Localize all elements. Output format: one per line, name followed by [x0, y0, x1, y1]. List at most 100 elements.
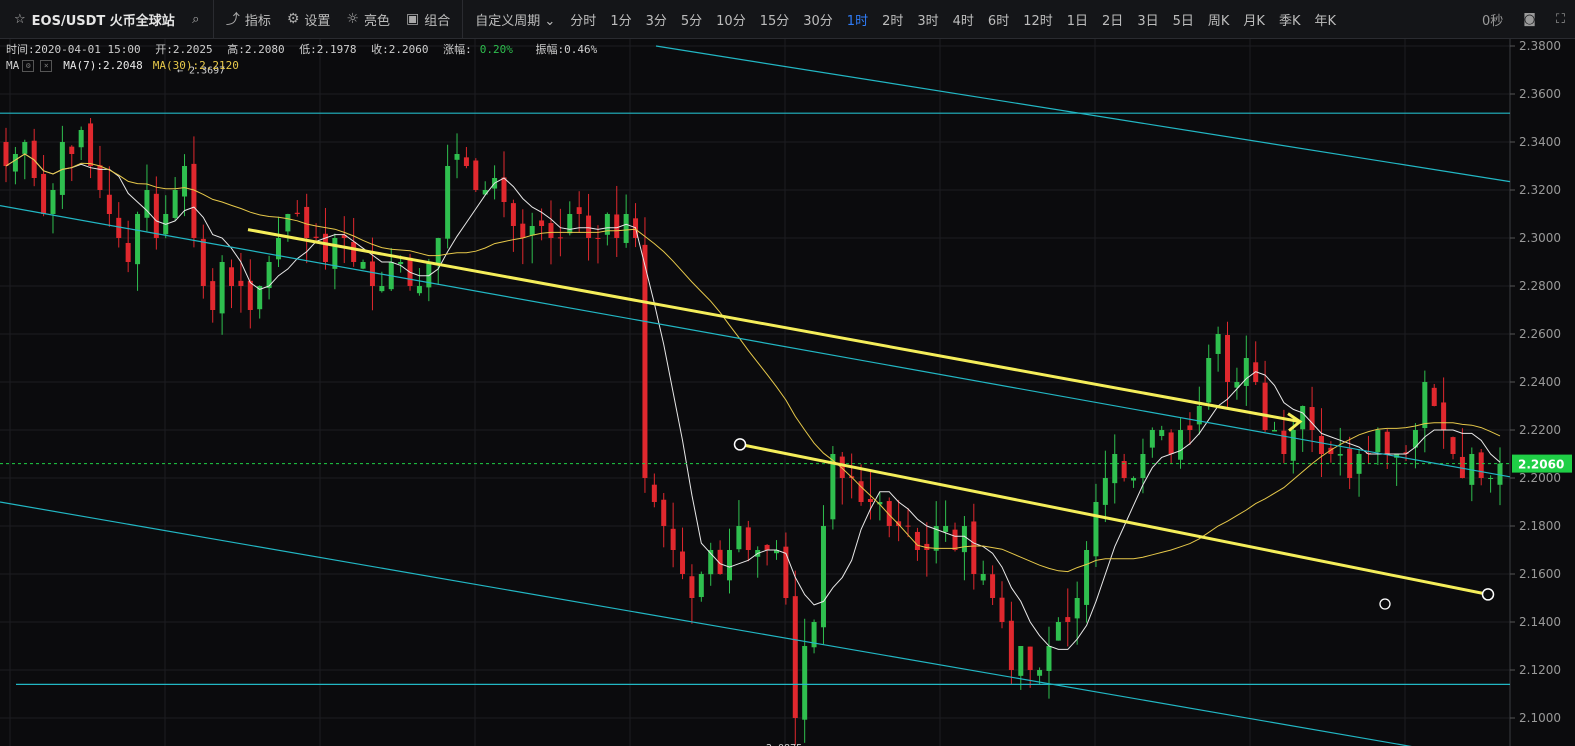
period-tab[interactable]: 分时 — [570, 13, 597, 29]
period-tab[interactable]: 季K — [1278, 13, 1301, 29]
max-price-label: ← 2.3697 — [177, 66, 225, 77]
candle-body — [1243, 358, 1249, 386]
period-tab[interactable]: 2日 — [1102, 13, 1124, 29]
last-price-tag — [1512, 454, 1572, 473]
theme-label: 亮色 — [363, 13, 390, 29]
y-tick-label: 2.3400 — [1519, 135, 1561, 149]
candle-body — [22, 142, 28, 154]
candle-body — [773, 550, 779, 554]
toolbar: ☆ EOS/USDT 火币全球站 ⌕ ⤴ 指标 ⚙ 设置 ☼ 亮色 ▣ 组合 自定义周期… — [0, 0, 1575, 39]
last-price-label: 2.2060 — [1518, 458, 1564, 472]
candle-body — [642, 244, 648, 478]
period-tab[interactable]: 周K — [1207, 13, 1230, 29]
layout-button[interactable]: ▣ 组合 — [398, 0, 458, 38]
period-tab[interactable]: 12时 — [1023, 13, 1053, 29]
period-tab[interactable]: 1时 — [846, 13, 869, 29]
y-tick-label: 2.2000 — [1519, 471, 1561, 485]
candle-body — [97, 165, 103, 190]
candle-body — [576, 207, 582, 214]
star-icon[interactable]: ☆ — [14, 11, 26, 27]
candle-body — [1055, 622, 1061, 641]
candle-body — [12, 154, 18, 172]
candle-body — [1300, 406, 1306, 430]
info-change-label: 涨幅: — [443, 43, 472, 56]
candle-body — [285, 214, 291, 232]
candle-body — [623, 214, 629, 243]
candle-body — [1149, 430, 1155, 448]
candle-body — [651, 484, 657, 502]
candle-body — [961, 526, 967, 553]
period-tab[interactable]: 15分 — [759, 13, 790, 29]
search-icon[interactable]: ⌕ — [192, 11, 200, 27]
candle-body — [1375, 430, 1381, 453]
toolbar-right: 0秒 ◙ ⛶ — [1472, 0, 1575, 38]
candle-body — [802, 646, 808, 720]
layout-label: 组合 — [424, 13, 451, 29]
settings-button[interactable]: ⚙ 设置 — [279, 0, 339, 38]
divider — [462, 0, 464, 38]
period-tab[interactable]: 10分 — [716, 13, 746, 29]
period-tab[interactable]: 5分 — [680, 13, 703, 29]
ma30-value: MA(30):2.2120 — [152, 59, 239, 72]
y-tick-label: 2.2400 — [1519, 375, 1561, 389]
candle-body — [182, 166, 188, 197]
candle-body — [360, 262, 366, 269]
candle-body — [1121, 461, 1127, 478]
candle-body — [510, 203, 516, 226]
symbol-selector[interactable]: ☆ EOS/USDT 火币全球站 — [0, 0, 183, 38]
candle-body — [914, 531, 920, 550]
candle-body — [1131, 478, 1137, 481]
candle-body — [1046, 646, 1052, 671]
period-tab[interactable]: 1分 — [610, 13, 632, 29]
candle-body — [1431, 387, 1437, 406]
candle-body — [1384, 431, 1390, 454]
candle-body — [1074, 598, 1080, 619]
period-tab[interactable]: 5日 — [1172, 13, 1194, 29]
custom-period-dropdown[interactable]: 自定义周期 ⌄ — [467, 10, 563, 29]
ma7-value: MA(7):2.2048 — [63, 59, 143, 72]
candle-body — [943, 526, 949, 532]
settings-icon[interactable]: ⚙ — [22, 59, 35, 72]
period-tab[interactable]: 1日 — [1066, 13, 1089, 29]
period-tab[interactable]: 2时 — [882, 13, 904, 29]
candle-body — [1412, 430, 1418, 448]
fullscreen-icon[interactable]: ⛶ — [1555, 11, 1565, 27]
candle-body — [595, 237, 601, 239]
period-tab[interactable]: 4时 — [952, 13, 974, 29]
candle-body — [952, 529, 958, 550]
close-icon[interactable]: × — [40, 59, 53, 72]
period-tab[interactable]: 3日 — [1137, 13, 1159, 29]
candle-body — [1093, 502, 1099, 557]
candle-body — [379, 286, 385, 292]
candlestick-chart[interactable]: 2.08002.10002.12002.14002.16002.18002.20… — [0, 39, 1575, 746]
countdown-label: 0秒 — [1481, 13, 1504, 29]
period-tab[interactable]: 30分 — [803, 13, 833, 29]
camera-icon[interactable]: ◙ — [1523, 11, 1536, 27]
candle-body — [971, 521, 977, 574]
period-tab[interactable]: 月K — [1243, 13, 1265, 29]
y-tick-label: 2.2800 — [1519, 279, 1561, 293]
info-change-value: 0.20% — [479, 43, 513, 56]
period-tab[interactable]: 6时 — [987, 13, 1010, 29]
candle-body — [116, 217, 122, 238]
candle-body — [144, 190, 150, 218]
candle-body — [473, 160, 479, 190]
period-tab[interactable]: 3时 — [917, 13, 939, 29]
theme-button[interactable]: ☼ 亮色 — [338, 0, 398, 38]
candle-body — [1271, 430, 1277, 432]
candle-body — [59, 142, 65, 195]
info-close: 收:2.2060 — [371, 43, 429, 56]
candle-body — [275, 238, 281, 260]
candle-body — [736, 526, 742, 550]
y-tick-label: 2.1000 — [1519, 711, 1561, 725]
ma-label: MA — [6, 59, 20, 72]
trend-endpoint-handle — [1481, 588, 1495, 601]
candle-body — [435, 238, 441, 264]
info-time: 时间:2020-04-01 15:00 — [6, 43, 141, 56]
indicator-button[interactable]: ⤴ 指标 — [218, 0, 279, 38]
period-tab[interactable]: 3分 — [645, 13, 667, 29]
candle-body — [604, 214, 610, 235]
candle-body — [980, 574, 986, 581]
period-tab[interactable]: 年K — [1314, 13, 1336, 29]
candle-body — [990, 574, 996, 598]
